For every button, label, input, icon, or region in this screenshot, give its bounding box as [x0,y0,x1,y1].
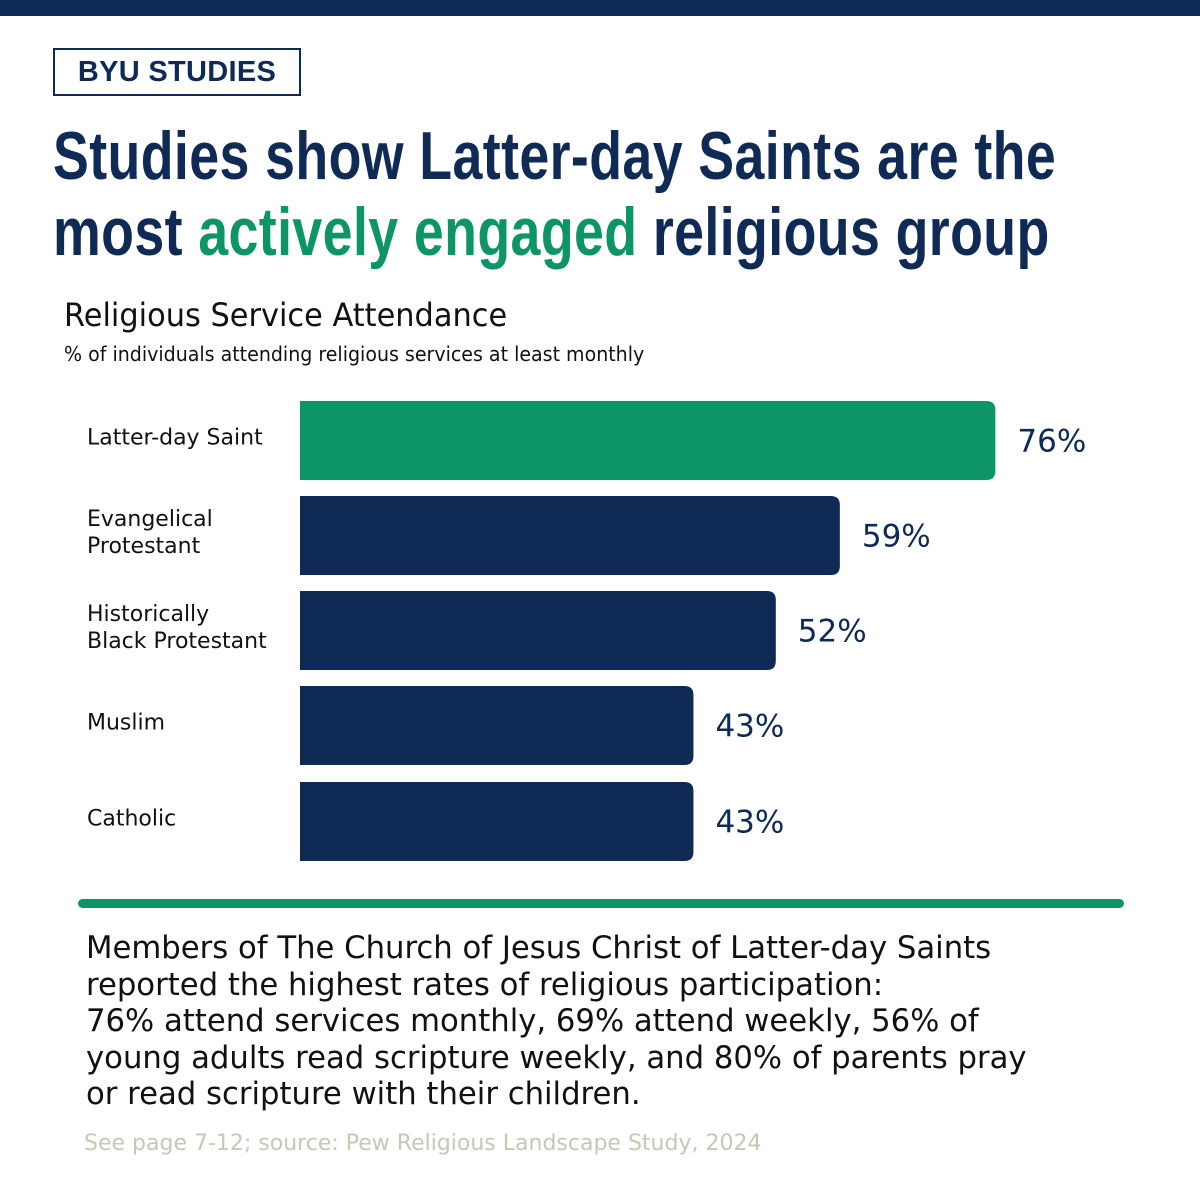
headline-line-2: most actively engaged religious group [53,194,1049,270]
summary-line: or read scripture with their children. [86,1076,641,1112]
attendance-bar-chart: 76% Latter-day Saint 59% Evangelical Protest… [87,401,1086,861]
category-label-historically-black-protestant: Historically Black Protestant [87,602,267,654]
summary-line: young adults read scripture weekly, and … [86,1039,1027,1076]
category-label-latter-day-saint: Latter-day Saint [87,426,263,451]
summary-line: Members of The Church of Jesus Christ of… [86,930,992,966]
bar-latter-day-saint [300,401,996,480]
bar-catholic [300,782,694,861]
chart-title: Religious Service Attendance [64,296,508,334]
value-label-evangelical-protestant: 59% [862,519,931,555]
summary-text: Members of The Church of Jesus Christ of… [86,930,1135,1113]
source-note: See page 7-12; source: Pew Religious Lan… [84,1131,762,1156]
category-label-muslim: Muslim [87,711,165,736]
value-label-muslim: 43% [715,709,784,745]
top-banner-bar [0,0,1200,16]
headline-accent-text: actively engaged [198,194,638,270]
summary-line: 76% attend services monthly, 69% attend … [86,1003,979,1039]
value-label-catholic: 43% [715,805,784,841]
bar-evangelical-protestant [300,496,840,575]
category-label-evangelical-protestant: Evangelical Protestant [87,507,213,559]
bar-historically-black-protestant [300,591,776,670]
value-label-latter-day-saint: 76% [1017,424,1086,460]
value-label-historically-black-protestant: 52% [798,614,867,650]
category-label-catholic: Catholic [87,807,176,832]
bar-muslim [300,686,694,765]
summary-line: reported the highest rates of religious … [86,966,884,1003]
byu-studies-logo: BYU STUDIES [53,48,301,96]
headline-text: most [53,194,199,270]
headline: Studies show Latter-day Saints are the m… [53,118,1057,270]
chart-subtitle: % of individuals attending religious ser… [64,342,645,366]
headline-line-1: Studies show Latter-day Saints are the [53,118,1057,194]
headline-text: religious group [637,194,1050,270]
section-divider [78,899,1124,908]
